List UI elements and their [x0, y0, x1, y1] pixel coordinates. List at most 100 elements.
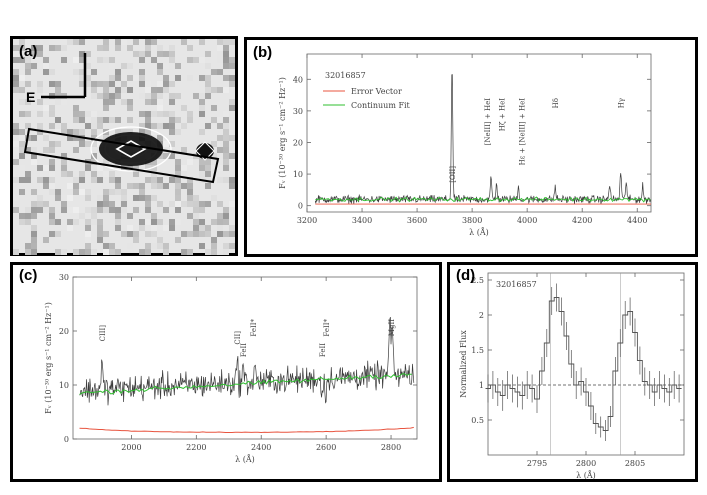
noise-pixel: [205, 225, 211, 231]
noise-pixel: [31, 225, 37, 231]
noise-pixel: [157, 243, 163, 249]
panel-c: 2000 2200 2400 2600 2800 0 10 20 30 λ (Å) Fᵥ (10⁻³…: [10, 262, 442, 482]
noise-pixel: [79, 75, 85, 81]
noise-pixel: [43, 183, 49, 189]
b-continuum-fit-line: [315, 196, 651, 203]
noise-pixel: [205, 231, 211, 237]
c-x-tick-label: 2200: [186, 443, 206, 452]
noise-pixel: [25, 123, 31, 129]
noise-pixel: [211, 237, 217, 243]
noise-pixel: [109, 63, 115, 69]
b-line-annotation: Hδ: [552, 98, 560, 108]
noise-pixel: [91, 93, 97, 99]
noise-pixel: [145, 111, 151, 117]
noise-pixel: [13, 57, 19, 63]
noise-pixel: [85, 249, 91, 255]
noise-pixel: [145, 201, 151, 207]
c-line-annotation: MgII: [388, 319, 396, 336]
noise-pixel: [37, 207, 43, 213]
noise-pixel: [91, 129, 97, 135]
noise-pixel: [217, 177, 223, 183]
noise-pixel: [217, 213, 223, 219]
noise-pixel: [73, 171, 79, 177]
noise-pixel: [55, 141, 61, 147]
b-x-axis-label: λ (Å): [469, 228, 489, 237]
noise-pixel: [223, 39, 229, 45]
noise-pixel: [217, 87, 223, 93]
noise-pixel: [205, 87, 211, 93]
noise-pixel: [169, 141, 175, 147]
noise-pixel: [205, 159, 211, 165]
c-line-annotation: FeII: [319, 343, 327, 357]
noise-pixel: [151, 87, 157, 93]
noise-pixel: [127, 75, 133, 81]
noise-pixel: [49, 213, 55, 219]
noise-pixel: [49, 219, 55, 225]
noise-pixel: [127, 243, 133, 249]
noise-pixel: [211, 219, 217, 225]
b-line-annotation: Hε + [NeIII] + HeI: [518, 98, 526, 166]
noise-pixel: [25, 219, 31, 225]
noise-pixel: [169, 201, 175, 207]
noise-pixel: [103, 159, 109, 165]
noise-pixel: [79, 171, 85, 177]
noise-pixel: [73, 39, 79, 45]
noise-pixel: [121, 129, 127, 135]
noise-pixel: [223, 153, 229, 159]
noise-pixel: [49, 45, 55, 51]
noise-pixel: [211, 87, 217, 93]
noise-pixel: [211, 195, 217, 201]
noise-pixel: [151, 171, 157, 177]
noise-pixel: [139, 111, 145, 117]
noise-pixel: [13, 141, 19, 147]
noise-pixel: [133, 75, 139, 81]
noise-pixel: [175, 189, 181, 195]
noise-pixel: [13, 249, 19, 255]
noise-pixel: [61, 57, 67, 63]
b-plot-frame: [306, 53, 652, 213]
noise-pixel: [211, 117, 217, 123]
noise-pixel: [97, 123, 103, 129]
noise-pixel: [145, 51, 151, 57]
compass-east-label: E: [26, 89, 36, 105]
noise-pixel: [163, 81, 169, 87]
noise-pixel: [115, 219, 121, 225]
noise-pixel: [223, 87, 229, 93]
noise-pixel: [19, 165, 25, 171]
noise-pixel: [97, 93, 103, 99]
noise-pixel: [145, 99, 151, 105]
noise-pixel: [181, 249, 187, 255]
noise-pixel: [13, 87, 19, 93]
noise-pixel: [73, 117, 79, 123]
noise-pixel: [229, 177, 235, 183]
noise-pixel: [223, 165, 229, 171]
c-line-annotation: CII]: [234, 331, 242, 345]
noise-pixel: [31, 147, 37, 153]
noise-pixel: [73, 249, 79, 255]
noise-pixel: [151, 123, 157, 129]
noise-pixel: [157, 87, 163, 93]
noise-pixel: [211, 153, 217, 159]
noise-pixel: [103, 57, 109, 63]
noise-pixel: [25, 51, 31, 57]
c-x-tick-label: 2800: [381, 443, 401, 452]
noise-pixel: [85, 195, 91, 201]
noise-pixel: [127, 63, 133, 69]
noise-pixel: [151, 39, 157, 45]
noise-pixel: [205, 123, 211, 129]
noise-pixel: [211, 141, 217, 147]
noise-pixel: [91, 141, 97, 147]
noise-pixel: [25, 171, 31, 177]
noise-pixel: [85, 51, 91, 57]
noise-pixel: [199, 105, 205, 111]
noise-pixel: [157, 219, 163, 225]
noise-pixel: [43, 237, 49, 243]
noise-pixel: [103, 99, 109, 105]
noise-pixel: [19, 129, 25, 135]
noise-pixel: [85, 63, 91, 69]
panel-c-label: (c): [19, 267, 38, 284]
noise-pixel: [109, 117, 115, 123]
noise-pixel: [61, 45, 67, 51]
noise-pixel: [19, 147, 25, 153]
panel-b: 3200 3400 3600 3800 4000 4200 4400 0 10 20 30 40 λ (…: [244, 37, 698, 257]
